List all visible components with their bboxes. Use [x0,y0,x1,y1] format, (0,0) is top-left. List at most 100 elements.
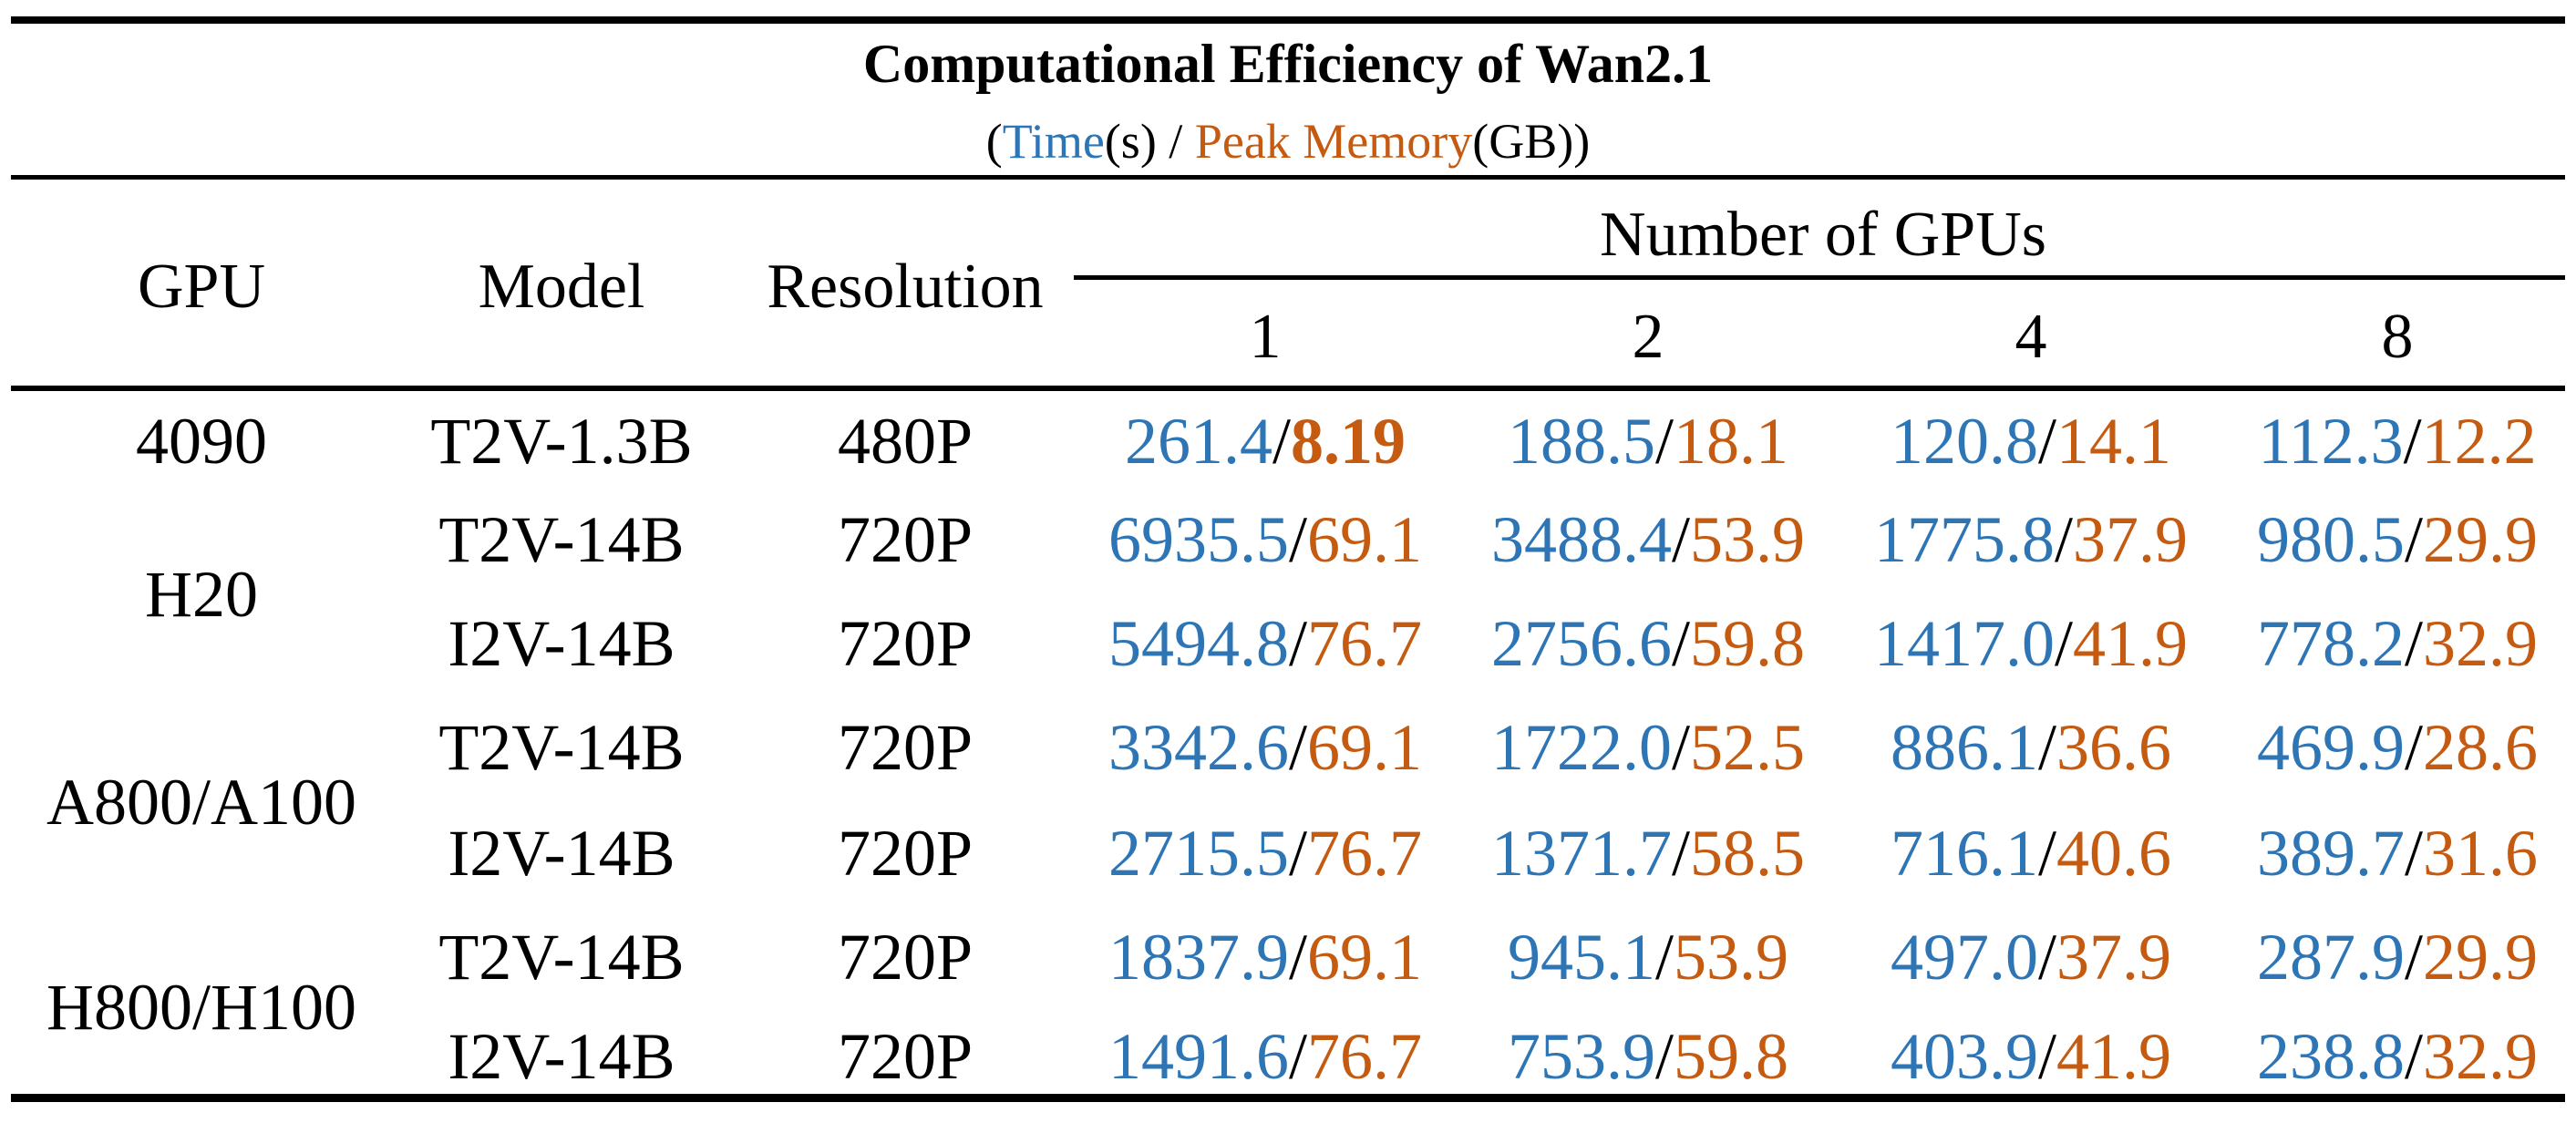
separator: / [1272,405,1292,478]
time-value: 1837.9 [1108,921,1289,994]
memory-value: 76.7 [1307,1020,1423,1093]
memory-value: 76.7 [1307,817,1423,890]
time-memory-cell: 112.3/12.2 [2258,408,2536,474]
separator: / [2037,817,2057,890]
memory-value: 12.2 [2421,405,2537,478]
time-memory-cell: 261.4/8.19 [1125,408,1406,474]
header-gpu-count-8: 8 [2381,302,2414,372]
time-value: 261.4 [1124,405,1273,478]
memory-value: 31.6 [2423,817,2539,890]
memory-value: 59.8 [1690,607,1806,680]
time-value: 980.5 [2256,503,2405,576]
time-value: 716.1 [1890,817,2038,890]
resolution-cell: 720P [837,817,974,890]
separator: / [2037,405,2057,478]
separator: / [2037,711,2057,784]
resolution-cell: 720P [837,921,974,994]
time-value: 3342.6 [1108,711,1289,784]
separator: / [1288,817,1308,890]
separator: / [2404,503,2424,576]
separator: / [1671,711,1691,784]
gpu-group-h800-h100: H800/H100 [46,971,356,1044]
separator: / [1671,607,1691,680]
memory-value: 59.8 [1674,1020,1789,1093]
subtitle-time: Time [1002,114,1105,169]
separator: / [1671,503,1691,576]
memory-value: 29.9 [2423,921,2539,994]
time-memory-cell: 188.5/18.1 [1508,408,1788,474]
separator: / [2404,711,2424,784]
time-value: 287.9 [2256,921,2405,994]
memory-value: 28.6 [2423,711,2539,784]
model-cell: T2V-14B [438,711,685,784]
time-memory-cell: 1491.6/76.7 [1108,1024,1422,1089]
model-cell: T2V-14B [438,503,685,576]
time-value: 1722.0 [1490,711,1672,784]
time-memory-cell: 469.9/28.6 [2257,715,2538,780]
time-value: 2715.5 [1108,817,1289,890]
separator: / [2037,921,2057,994]
table-subtitle: (Time(s) / Peak Memory(GB)) [986,117,1590,166]
bottom-rule [11,1094,2565,1102]
time-memory-cell: 778.2/32.9 [2257,611,2538,676]
separator: / [2054,503,2074,576]
separator: / [1288,607,1308,680]
time-value: 1491.6 [1108,1020,1289,1093]
header-number-of-gpus: Number of GPUs [1600,200,2046,270]
body-rule [11,386,2565,391]
memory-value: 40.6 [2056,817,2172,890]
time-memory-cell: 389.7/31.6 [2257,820,2538,886]
resolution-cell: 720P [837,711,974,784]
memory-value: 52.5 [1690,711,1806,784]
time-memory-cell: 1722.0/52.5 [1491,715,1805,780]
time-memory-cell: 945.1/53.9 [1508,924,1788,990]
memory-value: 37.9 [2056,921,2172,994]
memory-value: 41.9 [2073,607,2189,680]
subtitle-memory: Peak Memory [1194,114,1473,169]
separator: / [1654,405,1674,478]
time-value: 778.2 [2256,607,2405,680]
subtitle-time-unit: (s) / [1104,114,1195,169]
header-gpu: GPU [137,252,266,322]
time-memory-cell: 886.1/36.6 [1891,715,2171,780]
subtitle-open: ( [985,114,1003,169]
gpu-group-4090: 4090 [136,405,267,478]
time-value: 753.9 [1507,1020,1655,1093]
separator: / [1288,1020,1308,1093]
header-model: Model [478,252,645,322]
time-memory-cell: 3488.4/53.9 [1491,507,1805,572]
resolution-cell: 480P [837,405,974,478]
time-value: 112.3 [2258,405,2404,478]
separator: / [1671,817,1691,890]
time-value: 238.8 [2256,1020,2405,1093]
separator: / [1288,711,1308,784]
time-value: 2756.6 [1490,607,1672,680]
time-value: 3488.4 [1490,503,1672,576]
time-memory-cell: 1837.9/69.1 [1108,924,1422,990]
header-gpu-count-2: 2 [1632,302,1664,372]
time-memory-cell: 1775.8/37.9 [1874,507,2188,572]
time-memory-cell: 403.9/41.9 [1891,1024,2171,1089]
gpu-group-a800-a100: A800/A100 [46,766,356,839]
model-cell: T2V-14B [438,921,685,994]
time-memory-cell: 238.8/32.9 [2257,1024,2538,1089]
gpu-group-h20: H20 [145,558,258,631]
memory-value: 14.1 [2056,405,2172,478]
time-value: 389.7 [2256,817,2405,890]
memory-value: 32.9 [2423,1020,2539,1093]
memory-value: 29.9 [2423,503,2539,576]
time-memory-cell: 716.1/40.6 [1891,820,2171,886]
time-value: 1775.8 [1873,503,2055,576]
subtitle-memory-unit: (GB)) [1472,114,1591,169]
model-cell: I2V-14B [448,607,675,680]
memory-value: 69.1 [1307,921,1423,994]
header-gpu-count-4: 4 [2014,302,2047,372]
time-memory-cell: 1371.7/58.5 [1491,820,1805,886]
header-rule [11,175,2565,180]
top-rule [11,16,2565,24]
gpu-count-rule [1074,275,2565,280]
time-value: 5494.8 [1108,607,1289,680]
time-value: 886.1 [1890,711,2038,784]
separator: / [2037,1020,2057,1093]
memory-value: 69.1 [1307,711,1423,784]
